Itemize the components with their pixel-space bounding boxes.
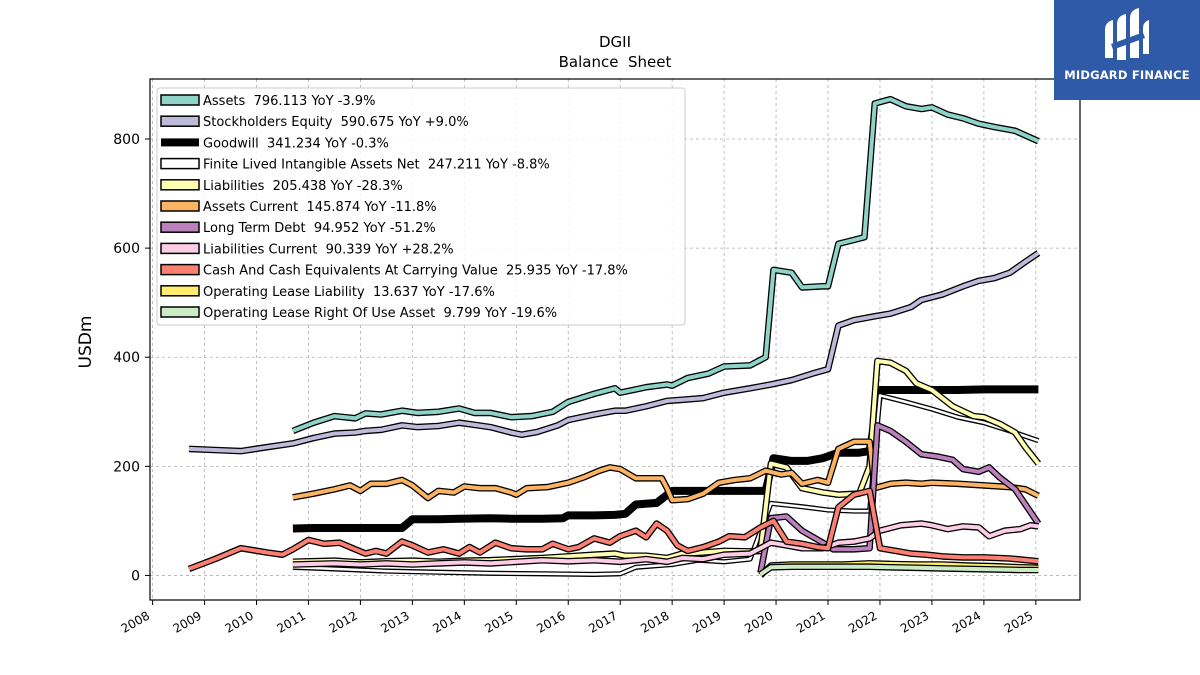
y-tick-label: 200 xyxy=(113,459,140,475)
x-tick-label: 2017 xyxy=(586,608,619,635)
series-6 xyxy=(757,422,1042,574)
x-tick-label: 2009 xyxy=(171,608,204,635)
series-5 xyxy=(292,438,1040,504)
series-line xyxy=(292,97,1040,433)
x-tick-label: 2010 xyxy=(223,608,256,635)
legend-entry: Operating Lease Liability 13.637 YoY -17… xyxy=(203,285,495,300)
y-axis: 0 200 400 600 800 xyxy=(113,132,150,584)
series-line xyxy=(292,394,1039,576)
x-tick-label: 2021 xyxy=(794,608,827,635)
legend-entry: Assets Current 145.874 YoY -11.8% xyxy=(203,200,437,215)
chart-subtitle: Balance Sheet xyxy=(559,53,672,71)
legend: Assets 796.113 YoY -3.9% Stockholders Equ… xyxy=(156,87,686,326)
legend-entry: Stockholders Equity 590.675 YoY +9.0% xyxy=(203,115,469,130)
y-tick-label: 0 xyxy=(131,568,140,584)
series-1 xyxy=(188,250,1041,455)
series-line xyxy=(758,423,1041,574)
y-axis-label: USDm xyxy=(76,316,96,369)
legend-entry: Cash And Cash Equivalents At Carrying Va… xyxy=(203,264,628,279)
legend-swatch xyxy=(160,221,200,233)
series-8 xyxy=(187,487,1039,572)
legend-entry: Finite Lived Intangible Assets Net 247.2… xyxy=(203,158,550,173)
x-tick-label: 2015 xyxy=(482,608,515,635)
series-0 xyxy=(291,95,1040,434)
legend-entry: Liabilities 205.438 YoY -28.3% xyxy=(203,179,403,194)
x-tick-label: 2020 xyxy=(742,608,775,635)
x-tick-label: 2016 xyxy=(534,608,567,635)
series-line xyxy=(292,439,1040,503)
x-tick-label: 2012 xyxy=(326,608,359,635)
chart-title: DGII xyxy=(599,33,631,51)
series-10 xyxy=(758,563,1039,578)
series-line xyxy=(759,564,1039,577)
legend-entry: Goodwill 341.234 YoY -0.3% xyxy=(203,136,389,151)
legend-swatch xyxy=(160,263,200,276)
legend-box xyxy=(156,87,686,326)
x-tick-label: 2019 xyxy=(690,608,723,635)
series-line xyxy=(188,251,1040,454)
midgard-finance-logo: MIDGARD FINANCE xyxy=(1054,0,1200,100)
legend-entry: Liabilities Current 90.339 YoY +28.2% xyxy=(203,242,454,257)
x-tick-label: 2011 xyxy=(275,608,308,635)
y-tick-label: 800 xyxy=(113,132,140,148)
x-tick-label: 2013 xyxy=(378,608,411,635)
legend-swatch xyxy=(160,285,200,297)
series-3 xyxy=(292,392,1040,577)
series-lines xyxy=(187,95,1042,578)
midgard-logo-icon xyxy=(1105,8,1149,60)
x-tick-label: 2023 xyxy=(898,608,931,635)
legend-swatch xyxy=(160,115,200,127)
legend-swatch xyxy=(160,306,200,318)
x-tick-label: 2022 xyxy=(846,608,879,635)
legend-entry: Operating Lease Right Of Use Asset 9.799… xyxy=(203,306,557,321)
x-tick-label: 2018 xyxy=(638,608,671,635)
x-tick-label: 2014 xyxy=(430,608,463,635)
y-tick-label: 600 xyxy=(113,241,140,257)
legend-entry: Long Term Debt 94.952 YoY -51.2% xyxy=(203,221,436,236)
x-tick-label: 2024 xyxy=(950,608,983,635)
legend-swatch xyxy=(160,157,200,170)
y-tick-label: 400 xyxy=(113,350,140,366)
x-tick-label: 2025 xyxy=(1002,608,1035,635)
series-line xyxy=(188,488,1039,571)
legend-entry: Assets 796.113 YoY -3.9% xyxy=(203,94,375,109)
legend-swatch xyxy=(160,242,200,255)
x-axis: 2008 2009 2010 2011 2012 2013 2014 2015 2016 2017… xyxy=(119,600,1037,636)
legend-swatch xyxy=(160,94,200,106)
legend-swatch xyxy=(161,138,199,147)
x-tick-label: 2008 xyxy=(119,608,152,635)
legend-swatch xyxy=(160,200,200,212)
series-line-outline xyxy=(292,438,1040,504)
logo-text: MIDGARD FINANCE xyxy=(1064,68,1190,82)
legend-swatch xyxy=(160,179,200,191)
series-7 xyxy=(292,520,1039,568)
plot-frame xyxy=(149,78,1081,601)
series-line xyxy=(292,521,1039,567)
